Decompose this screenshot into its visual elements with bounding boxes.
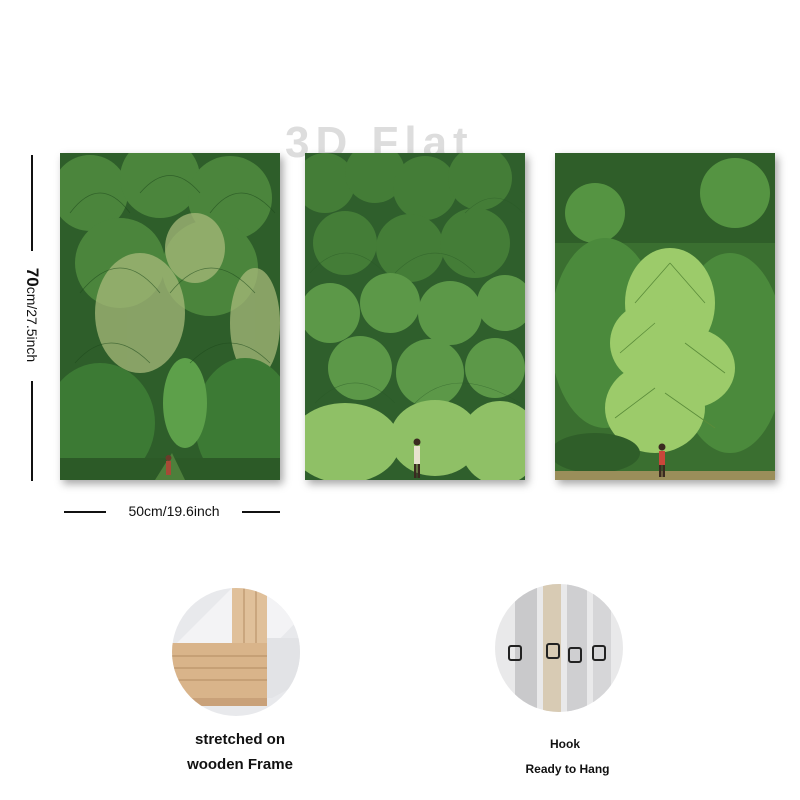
wooden-frame-photo <box>172 588 300 716</box>
figure-person <box>166 461 171 475</box>
height-unit: cm/27.5inch <box>24 286 40 363</box>
hook-photo <box>495 584 623 712</box>
height-line-top <box>31 155 33 251</box>
width-label: 50cm/19.6inch <box>128 503 220 519</box>
forest-panel-right <box>555 153 775 480</box>
forest-panel-middle <box>305 153 525 480</box>
hook-caption: Hook <box>550 737 580 751</box>
forest-panel-left <box>60 153 280 480</box>
forest-painting-left <box>60 153 280 480</box>
figure-person <box>414 446 420 464</box>
width-dimension: 50cm/19.6inch <box>64 503 280 519</box>
forest-painting-right <box>555 153 775 480</box>
frame-caption-line1: stretched on <box>194 731 285 748</box>
height-number: 70 <box>23 267 42 287</box>
height-dimension: 70cm/27.5inch <box>20 155 44 481</box>
height-label: 70cm/27.5inch <box>22 245 42 385</box>
width-line-left <box>64 511 106 513</box>
width-line-right <box>242 511 280 513</box>
forest-painting-middle <box>305 153 525 480</box>
ready-to-hang-caption: Ready to Hang <box>525 762 610 776</box>
height-line-bottom <box>31 381 33 481</box>
figure-person <box>659 451 665 465</box>
frame-caption-line2: wooden Frame <box>187 756 293 773</box>
